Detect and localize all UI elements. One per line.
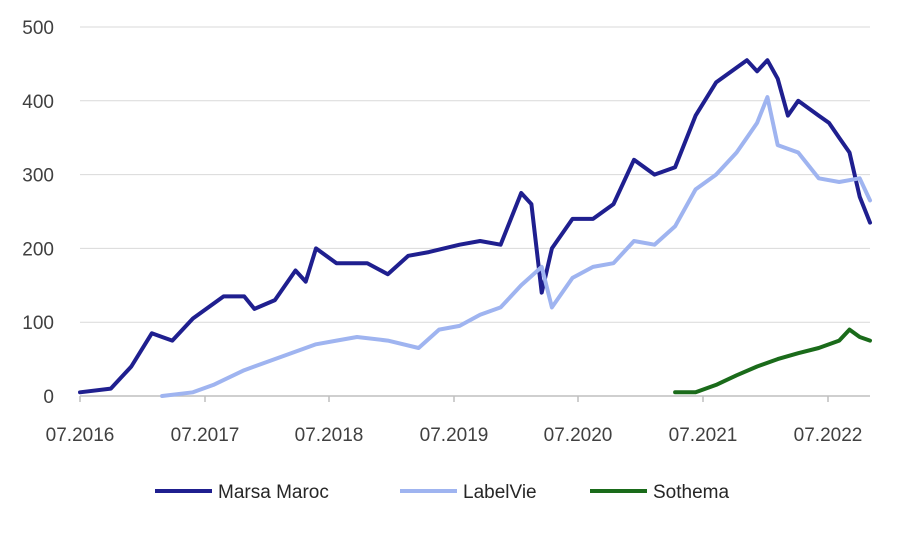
legend-label-sothema: Sothema bbox=[653, 482, 729, 503]
series-line-sothema bbox=[673, 327, 872, 395]
x-tick-label: 07.2019 bbox=[420, 425, 489, 446]
gridlines bbox=[80, 26, 870, 323]
series-line-labelvie bbox=[160, 95, 872, 398]
x-tick-label: 07.2022 bbox=[794, 425, 863, 446]
axes: 0 100 200 300 400 500 07.2016 07.2017 07.2018 07.… bbox=[22, 18, 870, 446]
x-tick-label: 07.2020 bbox=[544, 425, 613, 446]
x-tick-label: 07.2021 bbox=[669, 425, 738, 446]
x-tick-label: 07.2016 bbox=[46, 425, 115, 446]
y-tick-label: 100 bbox=[22, 313, 54, 334]
y-tick-label: 500 bbox=[22, 18, 54, 39]
series-line-marsa-maroc bbox=[78, 58, 872, 395]
y-tick-label: 0 bbox=[43, 387, 54, 408]
y-tick-label: 400 bbox=[22, 92, 54, 113]
legend: Marsa Maroc LabelVie Sothema bbox=[155, 482, 729, 503]
x-tick-label: 07.2018 bbox=[295, 425, 364, 446]
y-tick-label: 200 bbox=[22, 239, 54, 260]
series-lines bbox=[78, 58, 872, 398]
x-tick-label: 07.2017 bbox=[171, 425, 240, 446]
y-tick-label: 300 bbox=[22, 166, 54, 187]
legend-label-marsa-maroc: Marsa Maroc bbox=[218, 482, 329, 503]
legend-label-labelvie: LabelVie bbox=[463, 482, 537, 503]
